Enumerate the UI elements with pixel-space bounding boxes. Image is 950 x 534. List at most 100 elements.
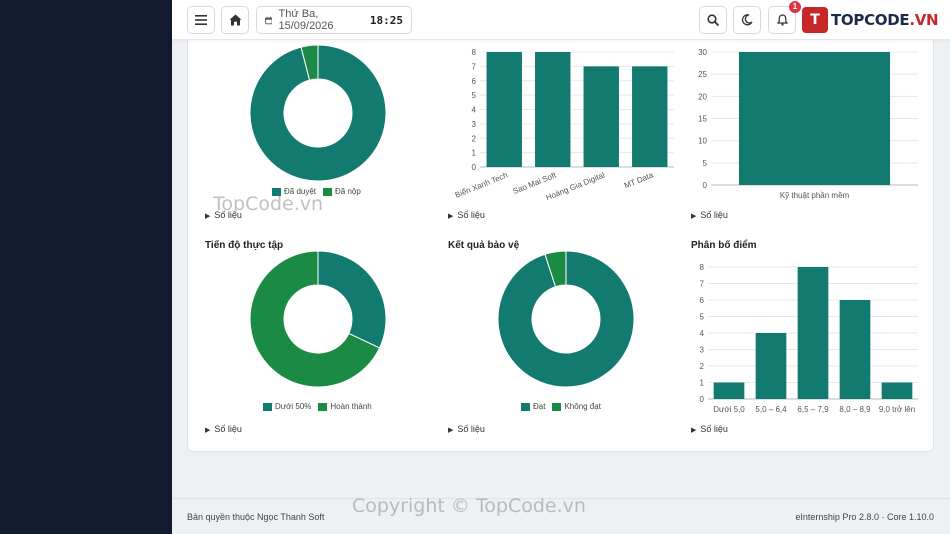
legend-swatch [263,402,272,411]
legend-label: Đã nộp [335,187,361,196]
panel-title: Phân bố điểm [691,240,757,251]
menu-toggle-button[interactable] [187,6,215,34]
x-tick-label: 8,0 – 8,9 [839,405,871,414]
caret-right-icon: ▶ [691,213,697,220]
chart-panel-defense: Kết quả bảo vệ Đạt Không đạt ▶ Số liệu [446,233,686,443]
data-toggle[interactable]: ▶ Số liệu [205,210,242,220]
donut-slice[interactable] [249,44,387,182]
majors-bar-chart: 0 5 10 15 20 25 30 Kỹ thuật phần mềm [698,48,918,200]
legend-swatch [323,187,333,196]
chart-legend: Dưới 50% Hoàn thành [263,402,379,411]
defense-donut-chart [497,250,635,388]
footer-copyright: Bản quyền thuộc Ngọc Thanh Soft [187,512,325,522]
x-tick-label: 5,0 – 6,4 [755,405,787,414]
theme-toggle-button[interactable] [733,6,761,34]
data-toggle[interactable]: ▶ Số liệu [448,210,485,220]
current-date: Thứ Ba, 15/09/2026 [278,8,334,32]
legend-label: Dưới 50% [275,402,312,411]
current-time: 18:25 [369,13,403,27]
logo-mark: T [802,7,828,33]
donut-slice[interactable] [544,250,567,288]
chart-panel-majors: 0 5 10 15 20 25 30 Kỹ thuật phần mềm ▶ Số liệu [689,21,924,226]
search-icon [707,14,719,26]
brand-logo[interactable]: T TOPCODE.VN [802,6,947,34]
menu-icon [195,15,207,25]
y-tick-label: 8 [472,48,477,57]
bar[interactable] [755,333,787,399]
y-tick-label: 4 [472,106,477,115]
bar[interactable] [797,267,829,399]
y-tick-label: 3 [472,120,477,129]
home-button[interactable] [221,6,249,34]
footer-version: eInternship Pro 2.8.0 · Core 1.10.0 [795,512,934,522]
footer: Bản quyền thuộc Ngọc Thanh Soft eInterns… [172,498,950,534]
y-tick-label: 5 [700,313,705,322]
y-tick-label: 1 [700,379,705,388]
x-tick-label: Kỹ thuật phần mềm [780,191,850,200]
donut-slice[interactable] [317,250,387,349]
chart-panel-approval: Đã duyệt Đã nộp ▶ Số liệu [203,21,433,226]
y-tick-label: 0 [703,181,708,190]
x-tick-label: Dưới 5,0 [713,405,745,414]
y-tick-label: 6 [700,296,705,305]
y-tick-label: 0 [700,395,705,404]
calendar-icon [265,16,273,24]
data-toggle[interactable]: ▶ Số liệu [691,424,728,434]
legend-swatch [272,187,281,196]
y-tick-label: 5 [472,91,477,100]
y-tick-label: 25 [698,70,707,79]
bar[interactable] [486,52,522,167]
y-tick-label: 2 [472,134,477,143]
y-tick-label: 3 [700,346,705,355]
home-icon [229,14,241,26]
data-toggle[interactable]: ▶ Số liệu [205,424,242,434]
y-tick-label: 1 [472,149,477,158]
caret-right-icon: ▶ [448,427,454,434]
x-tick-label: 6,5 – 7,9 [797,405,829,414]
legend-swatch [318,402,328,411]
y-tick-label: 7 [472,62,477,71]
y-tick-label: 0 [472,163,477,172]
chart-panel-scores: Phân bố điểm 0 1 2 3 4 5 6 7 8 Dưới 5,0 5,0 – 6,4 6… [689,233,924,443]
search-button[interactable] [699,6,727,34]
bell-icon [776,14,788,26]
notifications-button[interactable]: 1 [768,1,801,34]
main-area: Thứ Ba, 15/09/2026 18:25 1 T TOPCODE.VN … [172,0,950,534]
scores-bar-chart: 0 1 2 3 4 5 6 7 8 Dưới 5,0 5,0 – 6,4 6,5 – 7,9 8,0 –… [700,263,918,414]
data-toggle[interactable]: ▶ Số liệu [691,210,728,220]
donut-slice[interactable] [300,44,319,81]
data-toggle[interactable]: ▶ Số liệu [448,424,485,434]
legend-label: Hoàn thành [330,402,372,411]
caret-right-icon: ▶ [205,427,211,434]
approval-donut-chart [249,44,387,182]
y-tick-label: 15 [698,115,707,124]
legend-label: Không đạt [564,402,601,411]
x-tick-label: MT Data [623,170,655,190]
bar[interactable] [738,52,891,185]
legend-label: Đạt [533,402,546,411]
moon-icon [741,14,753,26]
y-tick-label: 5 [703,159,708,168]
legend-label: Đã duyệt [284,187,317,196]
panel-title: Kết quả bảo vệ [448,240,520,251]
chart-panel-companies: 0 1 2 3 4 5 6 7 8 Biển Xanh Tech Sao Mai Soft Hoàng… [446,21,686,226]
bar[interactable] [583,66,619,167]
x-tick-label: 9,0 trở lên [879,405,915,414]
charts-card: Đã duyệt Đã nộp ▶ Số liệu 0 1 2 3 4 5 6 7 8 Biển X… [187,20,934,452]
chart-legend: Đạt Không đạt [521,402,608,411]
bar[interactable] [535,52,571,167]
caret-right-icon: ▶ [691,427,697,434]
y-tick-label: 30 [698,48,707,57]
y-tick-label: 2 [700,362,705,371]
bar[interactable] [839,300,871,399]
bar[interactable] [881,382,913,400]
donut-slice[interactable] [497,250,635,388]
caret-right-icon: ▶ [448,213,454,220]
chart-panel-progress: Tiến độ thực tập Dưới 50% Hoàn thành ▶ Số… [203,233,433,443]
legend-swatch [552,402,562,411]
bar[interactable] [632,66,668,167]
bar[interactable] [713,382,745,400]
y-tick-label: 10 [698,137,707,146]
donut-slice[interactable] [249,250,381,388]
